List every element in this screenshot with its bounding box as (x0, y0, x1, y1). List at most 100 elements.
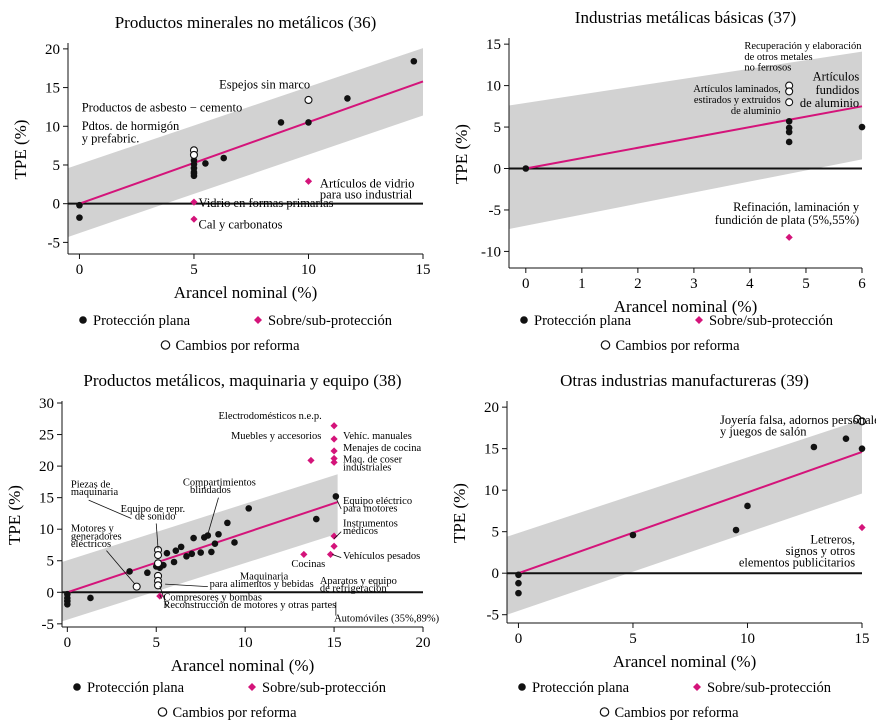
leader-line (332, 554, 342, 558)
annotation-label: Aparatos y equipo (320, 576, 397, 587)
point-cambios-reforma (304, 95, 313, 105)
leader-line (155, 523, 159, 549)
point-cambios-reforma (785, 87, 794, 96)
annotation-label: Instrumentos (343, 519, 398, 530)
fit-line (67, 501, 338, 594)
point-proteccion-plana (245, 505, 253, 512)
point-proteccion-plana (732, 526, 740, 534)
point-proteccion-plana (76, 201, 83, 209)
x-tick-label: 0 (64, 635, 72, 651)
legend-marker-sobre (254, 316, 262, 324)
point-proteccion-plana (204, 532, 212, 539)
annotation-label: fundición de plata (5%,55%) (715, 213, 859, 227)
point-proteccion-plana (177, 543, 185, 551)
fit-line (79, 80, 424, 205)
annotation-label: Maq. de coser (343, 454, 403, 465)
y-tick-label: 15 (39, 491, 54, 507)
annotation-label: y prefabric. (82, 132, 140, 146)
legend-marker-cambios (157, 707, 168, 717)
point-sobre-sub-proteccion (330, 422, 338, 430)
legend-marker-sobre (248, 683, 256, 691)
annotation-label: Equipo eléctrico (343, 496, 412, 507)
leader-line (106, 550, 136, 585)
annotation-label: Recuperación y elaboración (744, 41, 862, 52)
annotation-label: generadores (71, 531, 122, 542)
annotation-label: industriales (343, 463, 391, 474)
annotation-label: médicos (343, 526, 378, 537)
legend-label-sobre: Sobre/sub-protección (268, 313, 393, 329)
point-proteccion-plana (842, 435, 850, 442)
y-tick-label: 0 (492, 566, 500, 582)
annotation-label: elementos publicitarios (739, 556, 855, 570)
y-tick-label: 15 (45, 81, 60, 97)
x-tick-label: 1 (578, 276, 586, 292)
legend-label-plana: Protección plana (87, 680, 185, 696)
confidence-band (509, 51, 862, 230)
y-tick-label: 20 (45, 42, 60, 58)
leader-line (159, 585, 168, 607)
leader-line (88, 499, 132, 519)
annotation-label: Refinación, laminación y (733, 200, 860, 214)
y-tick-label: 10 (486, 79, 501, 95)
annotation-label: Artículos laminados, (693, 84, 781, 95)
x-tick-label: 4 (746, 276, 754, 292)
point-proteccion-plana (305, 119, 312, 126)
legend-marker-plana (73, 683, 81, 691)
legend-label-plana: Protección plana (93, 313, 191, 329)
y-tick-label: 0 (494, 162, 502, 178)
point-proteccion-plana (202, 160, 209, 167)
x-tick-label: 5 (802, 276, 810, 292)
fit-line (518, 451, 863, 575)
annotation-label: Cocinas (291, 559, 325, 570)
point-sobre-sub-proteccion (330, 458, 338, 466)
point-cambios-reforma (153, 551, 163, 560)
point-proteccion-plana (522, 165, 530, 172)
y-tick-label: 20 (39, 459, 54, 475)
point-proteccion-plana (215, 530, 222, 538)
annotation-label: estirados y extruidos (694, 95, 781, 106)
point-cambios-reforma (132, 582, 141, 591)
point-proteccion-plana (197, 549, 205, 556)
point-sobre-sub-proteccion (858, 523, 866, 532)
legend-label-sobre: Sobre/sub-protección (262, 680, 387, 696)
point-sobre-sub-proteccion (156, 592, 164, 600)
y-tick-label: 0 (53, 197, 61, 213)
confidence-band (507, 419, 862, 615)
legend-label-cambios: Cambios por reforma (615, 705, 740, 721)
point-proteccion-plana (163, 549, 171, 557)
annotation-label: Artículos de vidrio (320, 176, 414, 190)
chart-panel-3: 0 5 10 15 20 -5 0 5 10 15 20 25 30 Productos metálico… (5, 371, 440, 721)
point-sobre-sub-proteccion (190, 198, 198, 206)
y-tick-label: 10 (45, 119, 60, 135)
x-tick-label: 5 (629, 631, 637, 647)
annotation-label: Piezas de (71, 480, 111, 491)
point-proteccion-plana (515, 589, 522, 597)
annotation-label: Muebles y accesorios (231, 431, 321, 442)
legend-label-plana: Protección plana (532, 680, 630, 696)
x-tick-label: 10 (301, 262, 316, 278)
x-axis-label: Arancel nominal (%) (613, 652, 757, 671)
annotation-label: Compartimientos (183, 478, 256, 489)
annotation-label: de refrigeración (320, 584, 387, 595)
point-sobre-sub-proteccion (304, 177, 313, 185)
chart-title: Industrias metálicas básicas (37) (575, 8, 796, 27)
point-proteccion-plana (785, 117, 793, 125)
legend-marker-sobre (695, 316, 703, 324)
point-proteccion-plana (785, 128, 793, 136)
annotation-label: Motores y (71, 524, 115, 535)
point-proteccion-plana (144, 569, 151, 577)
point-proteccion-plana (277, 119, 285, 126)
point-proteccion-plana (231, 539, 238, 546)
annotation-label: de sonido (135, 512, 176, 523)
leader-line (335, 497, 342, 510)
point-sobre-sub-proteccion (785, 233, 793, 241)
legend: Protección plana Sobre/sub-protección Camb… (518, 680, 832, 721)
point-cambios-reforma (785, 98, 794, 107)
legend-marker-cambios (160, 340, 171, 350)
annotation-label: de aluminio (731, 106, 781, 117)
point-cambios-reforma (153, 559, 163, 568)
x-axis-label: Arancel nominal (%) (171, 656, 315, 675)
point-sobre-sub-proteccion (330, 435, 338, 443)
y-tick-label: -10 (481, 244, 501, 260)
